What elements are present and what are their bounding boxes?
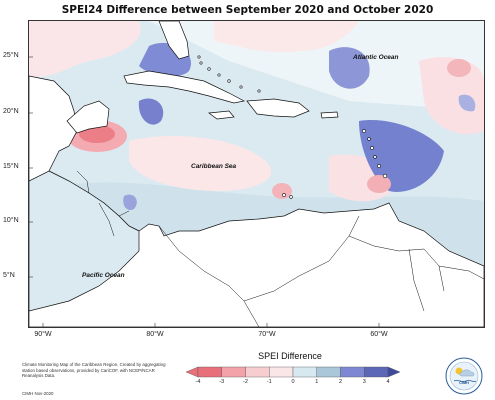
credit-date: CIMH Nov-2020 (22, 391, 54, 396)
legend-tick-label: -3 (219, 379, 225, 385)
lon-label-80w: 80°W (146, 331, 164, 338)
legend-tick-label: 4 (386, 379, 390, 385)
lesser-antilles-islands (197, 55, 388, 199)
logo-text: CIMH (459, 381, 469, 385)
red-patch-trinidad (367, 175, 391, 193)
south-america-central-america-land (29, 75, 484, 327)
blue-patch-lesser-antilles (359, 120, 444, 192)
pacific-water (29, 170, 140, 312)
lon-label-60w: 60°W (370, 331, 388, 338)
legend-tick-label: -4 (195, 379, 201, 385)
pink-region-caribbean (129, 136, 272, 191)
legend-cell-3 (269, 366, 294, 378)
legend-extend-high (387, 366, 400, 378)
legend-cell-7 (364, 366, 389, 378)
lat-label-15n: 15°N (3, 163, 19, 170)
legend-tick-label: 0 (291, 379, 295, 385)
pacific-ocean-label: Pacific Ocean (82, 272, 125, 279)
lon-label-90w: 90°W (34, 331, 52, 338)
jamaica-land (208, 110, 235, 120)
legend-colorbar (186, 366, 400, 378)
legend-tick-label: -1 (266, 379, 272, 385)
spei-difference-map (29, 21, 484, 327)
blue-patch-cuba-south (138, 98, 164, 125)
map-panel (28, 20, 485, 328)
pink-region-nw (29, 21, 141, 78)
legend-tick-label: 3 (362, 379, 366, 385)
legend-cell-0 (197, 366, 222, 378)
cuba-land (123, 70, 246, 104)
cimh-logo-icon (445, 357, 483, 395)
blue-patch-east-edge (458, 94, 476, 112)
hispaniola-land (246, 98, 310, 118)
legend-extend-low (186, 366, 199, 378)
puerto-rico-land (320, 111, 339, 119)
legend-title: SPEI Difference (258, 351, 322, 361)
legend-tick-label: 1 (315, 379, 319, 385)
legend-tick-label: 2 (338, 379, 343, 385)
axis-ticks (29, 56, 380, 327)
legend-cell-1 (221, 366, 246, 378)
legend-tick-label: -2 (243, 379, 248, 385)
legend-cell-4 (292, 366, 317, 378)
atlantic-ocean-label: Atlantic Ocean (353, 54, 399, 61)
blue-patch-atlantic (329, 47, 370, 89)
legend-cell-6 (340, 366, 365, 378)
pink-region-north (214, 21, 359, 53)
blue-patch-panama (123, 194, 137, 211)
lat-label-10n: 10°N (3, 217, 19, 224)
florida-land (158, 21, 190, 60)
legend-cell-5 (316, 366, 341, 378)
yucatan-land (66, 100, 110, 134)
lat-label-20n: 20°N (3, 108, 19, 115)
lat-label-5n: 5°N (3, 272, 15, 279)
red-patch-curacao (272, 183, 292, 199)
map-title: SPEI24 Difference between September 2020… (61, 4, 434, 16)
lon-label-70w: 70°W (258, 331, 276, 338)
pink-region-ne (419, 57, 484, 135)
country-borders (76, 170, 484, 327)
caribbean-sea-label: Caribbean Sea (191, 163, 237, 170)
legend-cell-2 (245, 366, 270, 378)
red-patch-ne (447, 59, 471, 77)
credit-text: Climate Monitoring Map of the Caribbean … (22, 362, 166, 379)
lat-label-25n: 25°N (3, 52, 19, 59)
